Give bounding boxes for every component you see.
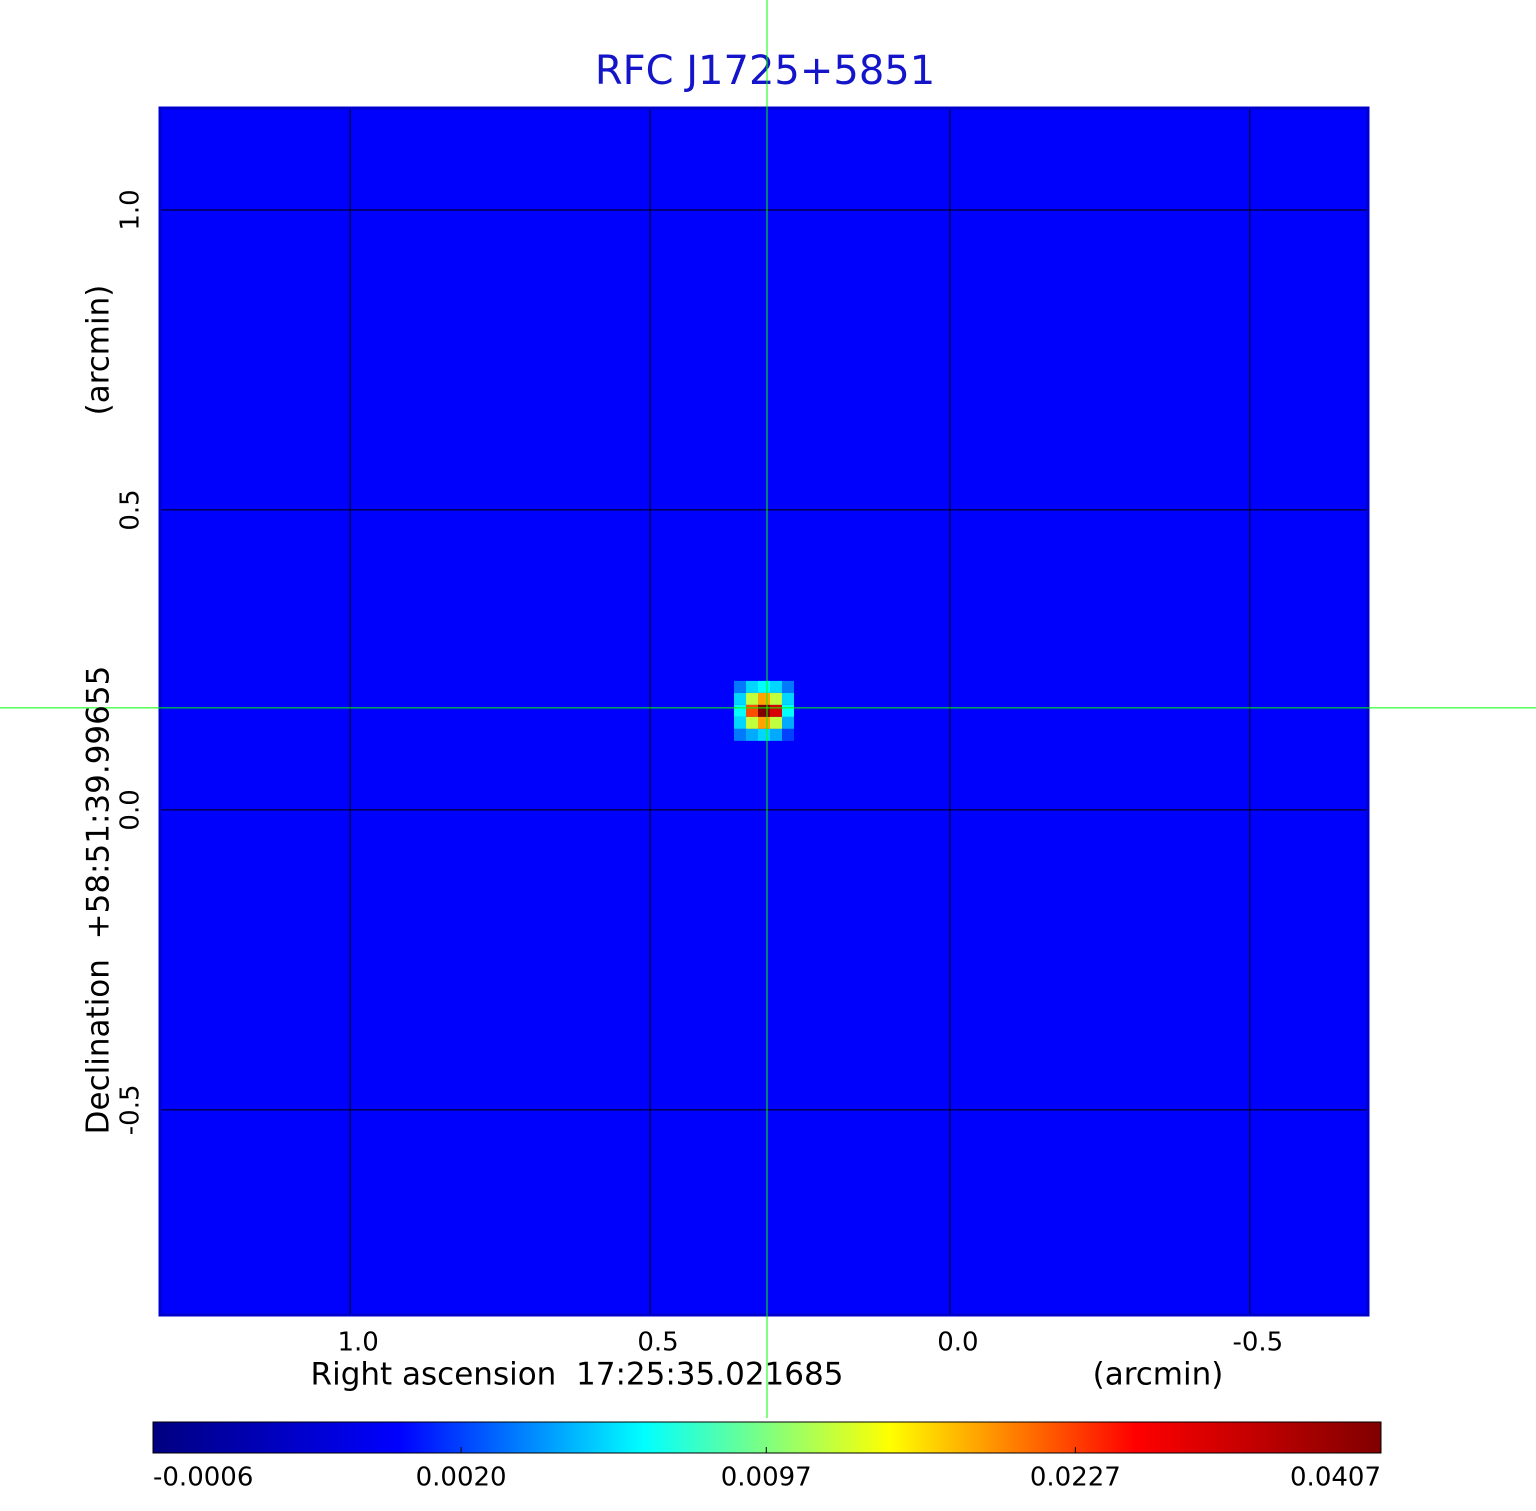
x-tick-label: -0.5: [1232, 1328, 1283, 1358]
y-tick-label: 1.0: [116, 189, 146, 230]
heatmap-cell: [781, 728, 794, 741]
heatmap-cell: [769, 680, 782, 693]
colorbar: [152, 1421, 1382, 1454]
heatmap-cell: [769, 716, 782, 729]
y-tick-label: 0.0: [116, 789, 146, 830]
heatmap-cell: [734, 680, 747, 693]
x-tick-label: 0.5: [637, 1328, 678, 1358]
heatmap-cell: [758, 680, 770, 693]
colorbar-tick-label: 0.0097: [721, 1463, 812, 1493]
heatmap-cell: [781, 716, 794, 729]
heatmap-cell: [746, 716, 759, 729]
heatmap-cell: [734, 692, 747, 705]
colorbar-tick-label: 0.0227: [1030, 1463, 1121, 1493]
colorbar-tick-label: -0.0006: [153, 1463, 253, 1493]
heatmap-cell: [758, 728, 770, 741]
heatmap-cell: [758, 716, 770, 729]
x-axis-label: Right ascension 17:25:35.021685: [311, 1357, 844, 1393]
y-tick-label: -0.5: [116, 1084, 146, 1135]
heatmap-cell: [781, 704, 794, 717]
x-tick-label: 0.0: [937, 1328, 978, 1358]
heatmap-cell: [769, 728, 782, 741]
heatmap-cell: [734, 704, 747, 717]
heatmap-cell: [781, 680, 794, 693]
heatmap-cell: [734, 716, 747, 729]
heatmap-cell: [781, 692, 794, 705]
x-tick-label: 1.0: [337, 1328, 378, 1358]
y-axis-label: Declination +58:51:39.99655: [81, 666, 117, 1135]
heatmap-cell: [746, 692, 759, 705]
heatmap-cell: [758, 692, 770, 705]
heatmap-cell: [746, 704, 759, 717]
chart-title: RFC J1725+5851: [595, 48, 935, 94]
colorbar-tick-label: 0.0407: [1290, 1463, 1381, 1493]
plot-frame: [158, 106, 1370, 1317]
x-axis-unit: (arcmin): [1093, 1357, 1224, 1393]
y-axis-unit: (arcmin): [81, 285, 117, 416]
heatmap-cell: [758, 704, 770, 717]
heatmap-cell: [746, 728, 759, 741]
heatmap-cell: [734, 728, 747, 741]
y-tick-label: 0.5: [116, 489, 146, 530]
heatmap-cell: [769, 704, 782, 717]
heatmap-cell: [769, 692, 782, 705]
heatmap-cell: [746, 680, 759, 693]
colorbar-tick-label: 0.0020: [416, 1463, 507, 1493]
